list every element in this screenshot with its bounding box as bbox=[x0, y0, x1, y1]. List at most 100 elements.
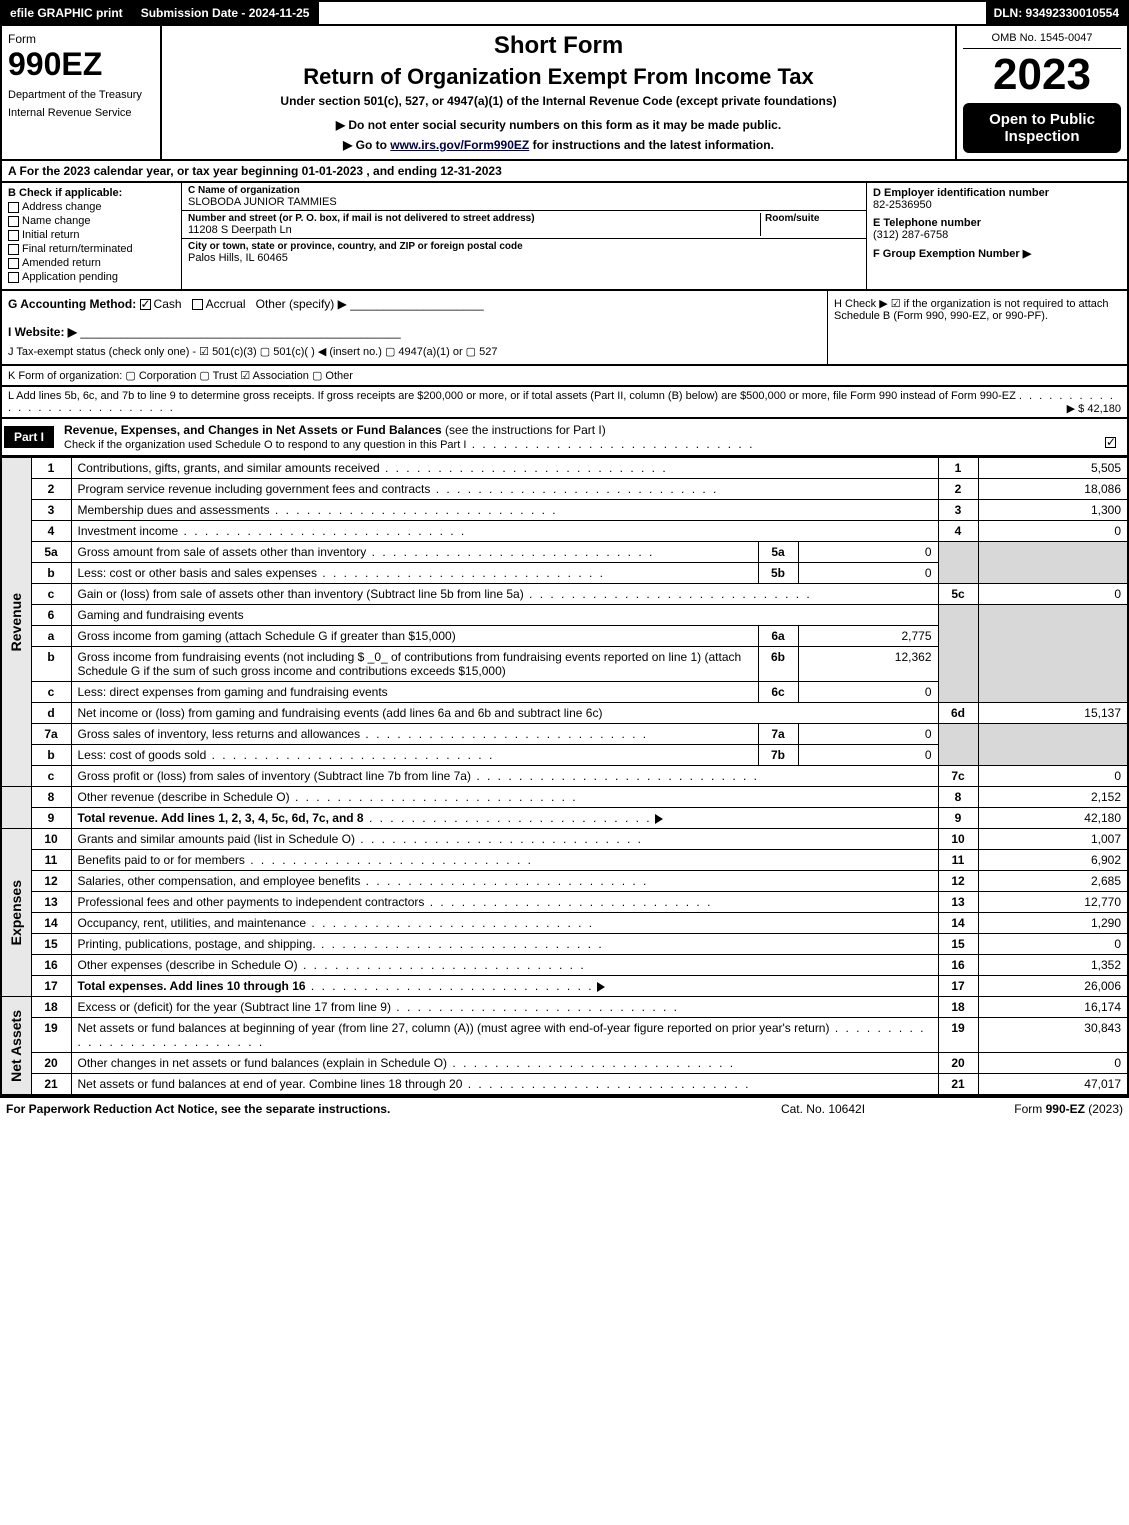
row-7c-num: c bbox=[31, 766, 71, 787]
row-19-desc: Net assets or fund balances at beginning… bbox=[78, 1021, 830, 1035]
part1-title: Revenue, Expenses, and Changes in Net As… bbox=[64, 423, 442, 437]
row-20-num: 20 bbox=[31, 1053, 71, 1074]
row-17-num: 17 bbox=[31, 976, 71, 997]
line-l: L Add lines 5b, 6c, and 7b to line 9 to … bbox=[0, 387, 1129, 419]
row-6a-num: a bbox=[31, 626, 71, 647]
section-def: D Employer identification number 82-2536… bbox=[867, 183, 1127, 289]
row-3-rnum: 3 bbox=[938, 500, 978, 521]
row-7a-subval: 0 bbox=[798, 724, 938, 745]
row-18-desc: Excess or (deficit) for the year (Subtra… bbox=[78, 1000, 391, 1014]
row-8-num: 8 bbox=[31, 787, 71, 808]
row-6c-subval: 0 bbox=[798, 682, 938, 703]
row-1-num: 1 bbox=[31, 458, 71, 479]
chk-accrual[interactable] bbox=[192, 299, 203, 310]
form-subtitle: Under section 501(c), 527, or 4947(a)(1)… bbox=[172, 94, 945, 108]
row-5b-subnum: 5b bbox=[758, 563, 798, 584]
info-grid: B Check if applicable: Address change Na… bbox=[0, 183, 1129, 291]
open-public-badge: Open to Public Inspection bbox=[963, 103, 1121, 153]
chk-final-return[interactable]: Final return/terminated bbox=[8, 243, 175, 255]
sidebar-revenue-cont bbox=[1, 787, 31, 829]
row-6-desc: Gaming and fundraising events bbox=[71, 605, 938, 626]
shade-6abc-val bbox=[978, 605, 1128, 703]
row-8-rnum: 8 bbox=[938, 787, 978, 808]
row-5b-num: b bbox=[31, 563, 71, 584]
efile-print-button[interactable]: efile GRAPHIC print bbox=[2, 2, 133, 24]
row-10-value: 1,007 bbox=[978, 829, 1128, 850]
row-20-desc: Other changes in net assets or fund bala… bbox=[78, 1056, 448, 1070]
row-7c-rnum: 7c bbox=[938, 766, 978, 787]
chk-amended-return[interactable]: Amended return bbox=[8, 257, 175, 269]
row-6c-num: c bbox=[31, 682, 71, 703]
row-15-desc: Printing, publications, postage, and shi… bbox=[78, 937, 316, 951]
row-10-rnum: 10 bbox=[938, 829, 978, 850]
arrow-icon bbox=[655, 814, 663, 824]
row-21-rnum: 21 bbox=[938, 1074, 978, 1096]
row-21-num: 21 bbox=[31, 1074, 71, 1096]
row-15-rnum: 15 bbox=[938, 934, 978, 955]
row-11-num: 11 bbox=[31, 850, 71, 871]
part1-check: Check if the organization used Schedule … bbox=[64, 439, 466, 451]
chk-address-change[interactable]: Address change bbox=[8, 201, 175, 213]
topbar-spacer bbox=[319, 2, 985, 24]
chk-initial-return[interactable]: Initial return bbox=[8, 229, 175, 241]
section-c: C Name of organization SLOBODA JUNIOR TA… bbox=[182, 183, 867, 289]
short-form-label: Short Form bbox=[172, 32, 945, 60]
row-1-value: 5,505 bbox=[978, 458, 1128, 479]
row-7a-subnum: 7a bbox=[758, 724, 798, 745]
shade-6abc bbox=[938, 605, 978, 703]
row-5c-num: c bbox=[31, 584, 71, 605]
row-6a-subnum: 6a bbox=[758, 626, 798, 647]
line-g-label: G Accounting Method: bbox=[8, 297, 136, 311]
line-a-tax-year: A For the 2023 calendar year, or tax yea… bbox=[0, 161, 1129, 183]
row-12-value: 2,685 bbox=[978, 871, 1128, 892]
row-11-value: 6,902 bbox=[978, 850, 1128, 871]
goto-post: for instructions and the latest informat… bbox=[529, 138, 774, 152]
row-15-num: 15 bbox=[31, 934, 71, 955]
chk-application-pending[interactable]: Application pending bbox=[8, 271, 175, 283]
street-value: 11208 S Deerpath Ln bbox=[188, 224, 760, 236]
row-14-num: 14 bbox=[31, 913, 71, 934]
row-11-desc: Benefits paid to or for members bbox=[78, 853, 245, 867]
row-18-num: 18 bbox=[31, 997, 71, 1018]
row-6b-num: b bbox=[31, 647, 71, 682]
row-8-desc: Other revenue (describe in Schedule O) bbox=[78, 790, 290, 804]
row-12-num: 12 bbox=[31, 871, 71, 892]
row-3-num: 3 bbox=[31, 500, 71, 521]
row-4-value: 0 bbox=[978, 521, 1128, 542]
row-5c-desc: Gain or (loss) from sale of assets other… bbox=[78, 587, 524, 601]
row-15-value: 0 bbox=[978, 934, 1128, 955]
row-12-rnum: 12 bbox=[938, 871, 978, 892]
row-2-value: 18,086 bbox=[978, 479, 1128, 500]
shade-5ab-val bbox=[978, 542, 1128, 584]
sidebar-expenses: Expenses bbox=[1, 829, 31, 997]
irs-link[interactable]: www.irs.gov/Form990EZ bbox=[390, 138, 529, 152]
row-9-num: 9 bbox=[31, 808, 71, 829]
tax-year: 2023 bbox=[963, 53, 1121, 97]
sidebar-revenue: Revenue bbox=[1, 458, 31, 787]
shade-5ab bbox=[938, 542, 978, 584]
line-l-amount: ▶ $ 42,180 bbox=[1067, 402, 1121, 415]
row-14-desc: Occupancy, rent, utilities, and maintena… bbox=[78, 916, 307, 930]
goto-note: ▶ Go to www.irs.gov/Form990EZ for instru… bbox=[172, 138, 945, 152]
chk-name-change[interactable]: Name change bbox=[8, 215, 175, 227]
row-7c-desc: Gross profit or (loss) from sales of inv… bbox=[78, 769, 471, 783]
row-2-desc: Program service revenue including govern… bbox=[78, 482, 431, 496]
row-7a-num: 7a bbox=[31, 724, 71, 745]
chk-cash[interactable] bbox=[140, 299, 151, 310]
form-number: 990EZ bbox=[8, 46, 154, 83]
row-4-num: 4 bbox=[31, 521, 71, 542]
row-10-num: 10 bbox=[31, 829, 71, 850]
ssn-warning: ▶ Do not enter social security numbers o… bbox=[172, 118, 945, 132]
org-name-label: C Name of organization bbox=[188, 185, 860, 196]
row-9-rnum: 9 bbox=[938, 808, 978, 829]
row-6-num: 6 bbox=[31, 605, 71, 626]
row-6b-subnum: 6b bbox=[758, 647, 798, 682]
row-16-value: 1,352 bbox=[978, 955, 1128, 976]
row-6d-num: d bbox=[31, 703, 71, 724]
row-5c-rnum: 5c bbox=[938, 584, 978, 605]
row-7b-desc: Less: cost of goods sold bbox=[78, 748, 207, 762]
row-6d-desc: Net income or (loss) from gaming and fun… bbox=[78, 706, 603, 720]
city-label: City or town, state or province, country… bbox=[188, 241, 860, 252]
row-12-desc: Salaries, other compensation, and employ… bbox=[78, 874, 361, 888]
chk-schedule-o[interactable] bbox=[1105, 437, 1116, 448]
